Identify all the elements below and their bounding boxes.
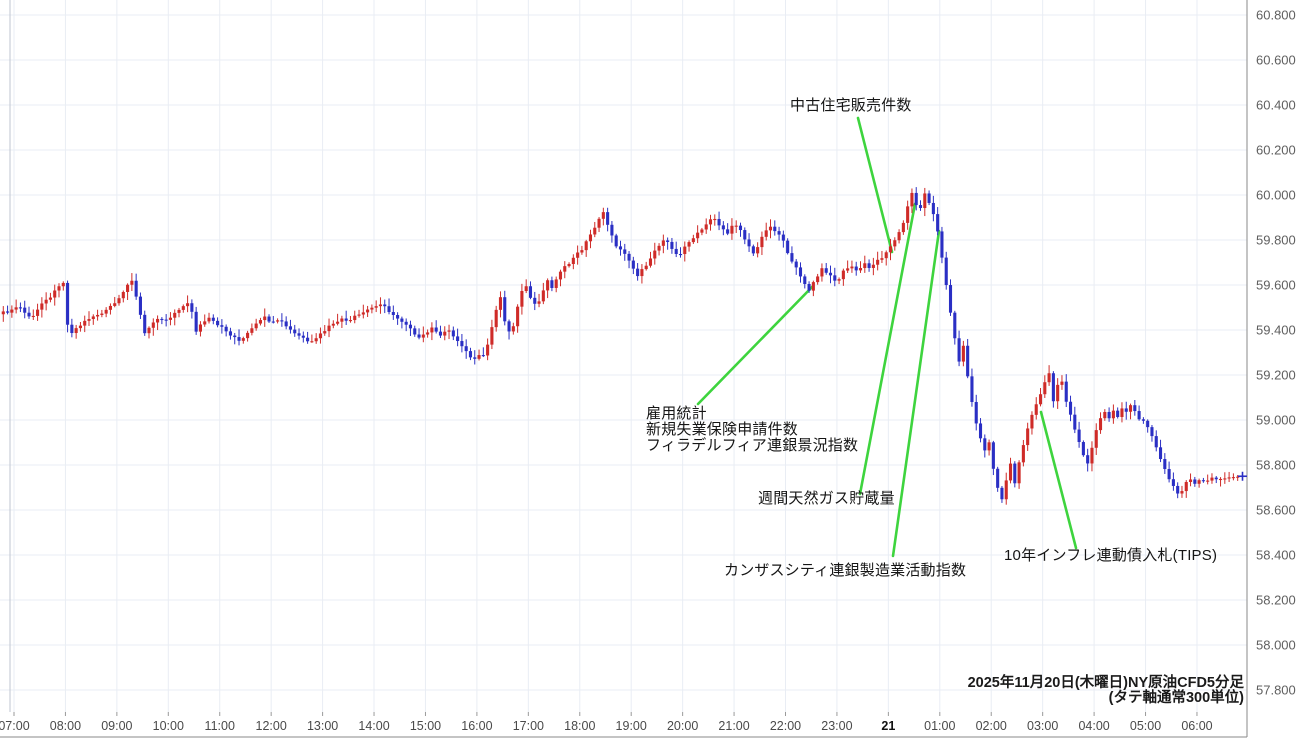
y-axis-tick-label: 58.400 (1256, 548, 1296, 563)
annotation-kansas-city-fed: カンザスシティ連銀製造業活動指数 (724, 563, 966, 579)
annotation-natural-gas-storage: 週間天然ガス貯蔵量 (758, 491, 895, 507)
annotation-label: フィラデルフィア連銀景況指数 (646, 437, 859, 454)
x-axis-tick-label: 15:00 (410, 719, 441, 733)
x-axis-tick-label: 20:00 (667, 719, 698, 733)
y-axis-tick-label: 59.400 (1256, 323, 1296, 338)
y-axis-tick-label: 59.800 (1256, 233, 1296, 248)
x-axis-tick-label: 10:00 (153, 719, 184, 733)
annotation-label: 中古住宅販売件数 (790, 97, 912, 114)
y-axis-tick-label: 58.800 (1256, 458, 1296, 473)
annotation-tips-auction: 10年インフレ連動債入札(TIPS) (1004, 548, 1217, 564)
chart-caption-line2: (タテ軸通常300単位) (1108, 690, 1244, 706)
x-axis-tick-label: 09:00 (101, 719, 132, 733)
y-axis-tick-label: 57.800 (1256, 683, 1296, 698)
event-pointer-line (891, 229, 941, 558)
x-axis-tick-label: 01:00 (924, 719, 955, 733)
y-axis-tick-label: 59.000 (1256, 413, 1296, 428)
chart-caption-line1: 2025年11月20日(木曜日)NY原油CFD5分足 (967, 675, 1244, 691)
event-pointer-line (696, 284, 815, 406)
y-axis-tick-label: 60.600 (1256, 53, 1296, 68)
annotation-label: 週間天然ガス貯蔵量 (758, 490, 895, 507)
event-pointer-line (1039, 410, 1078, 550)
x-axis-tick-label: 05:00 (1130, 719, 1161, 733)
y-axis-tick-label: 60.800 (1256, 8, 1296, 23)
x-axis-tick-label: 22:00 (770, 719, 801, 733)
x-axis-tick-label: 14:00 (358, 719, 389, 733)
x-axis-tick-label: 06:00 (1181, 719, 1212, 733)
x-axis-tick-label: 19:00 (616, 719, 647, 733)
x-axis-tick-label: 11:00 (205, 719, 235, 733)
x-axis-tick-label: 16:00 (461, 719, 492, 733)
y-axis-tick-label: 60.200 (1256, 143, 1296, 158)
x-axis-tick-label: 17:00 (513, 719, 544, 733)
event-pointer-line (856, 116, 894, 254)
annotation-existing-home-sales: 中古住宅販売件数 (790, 98, 912, 114)
x-axis-tick-label: 23:00 (821, 719, 852, 733)
annotation-label: 雇用統計 (646, 405, 707, 422)
x-axis-tick-label: 21 (881, 719, 895, 733)
x-axis-tick-label: 13:00 (307, 719, 338, 733)
y-axis-tick-label: 58.200 (1256, 593, 1296, 608)
candles (1, 187, 1240, 505)
y-axis-tick-label: 58.000 (1256, 638, 1296, 653)
x-axis-tick-label: 03:00 (1027, 719, 1058, 733)
y-axis-tick-label: 60.400 (1256, 98, 1296, 113)
x-axis-tick-label: 12:00 (256, 719, 287, 733)
y-axis-tick-label: 60.000 (1256, 188, 1296, 203)
x-axis-tick-label: 21:00 (718, 719, 749, 733)
last-price-marker (1238, 471, 1247, 481)
x-axis-tick-label: 18:00 (564, 719, 595, 733)
x-axis-tick-label: 07:00 (0, 719, 30, 733)
annotation-employment-block: 雇用統計 新規失業保険申請件数 フィラデルフィア連銀景況指数 (646, 406, 858, 454)
annotation-label: 新規失業保険申請件数 (646, 421, 799, 438)
y-axis-tick-label: 59.600 (1256, 278, 1296, 293)
chart-caption: 2025年11月20日(木曜日)NY原油CFD5分足 (タテ軸通常300単位) (968, 676, 1244, 706)
event-pointer-line (858, 202, 917, 496)
y-axis-tick-label: 58.600 (1256, 503, 1296, 518)
x-axis-tick-label: 08:00 (50, 719, 81, 733)
x-axis-tick-label: 04:00 (1078, 719, 1109, 733)
y-axis-tick-label: 59.200 (1256, 368, 1296, 383)
annotation-label: カンザスシティ連銀製造業活動指数 (724, 562, 967, 579)
annotation-label: 10年インフレ連動債入札(TIPS) (1004, 547, 1218, 564)
x-axis-tick-label: 02:00 (976, 719, 1007, 733)
